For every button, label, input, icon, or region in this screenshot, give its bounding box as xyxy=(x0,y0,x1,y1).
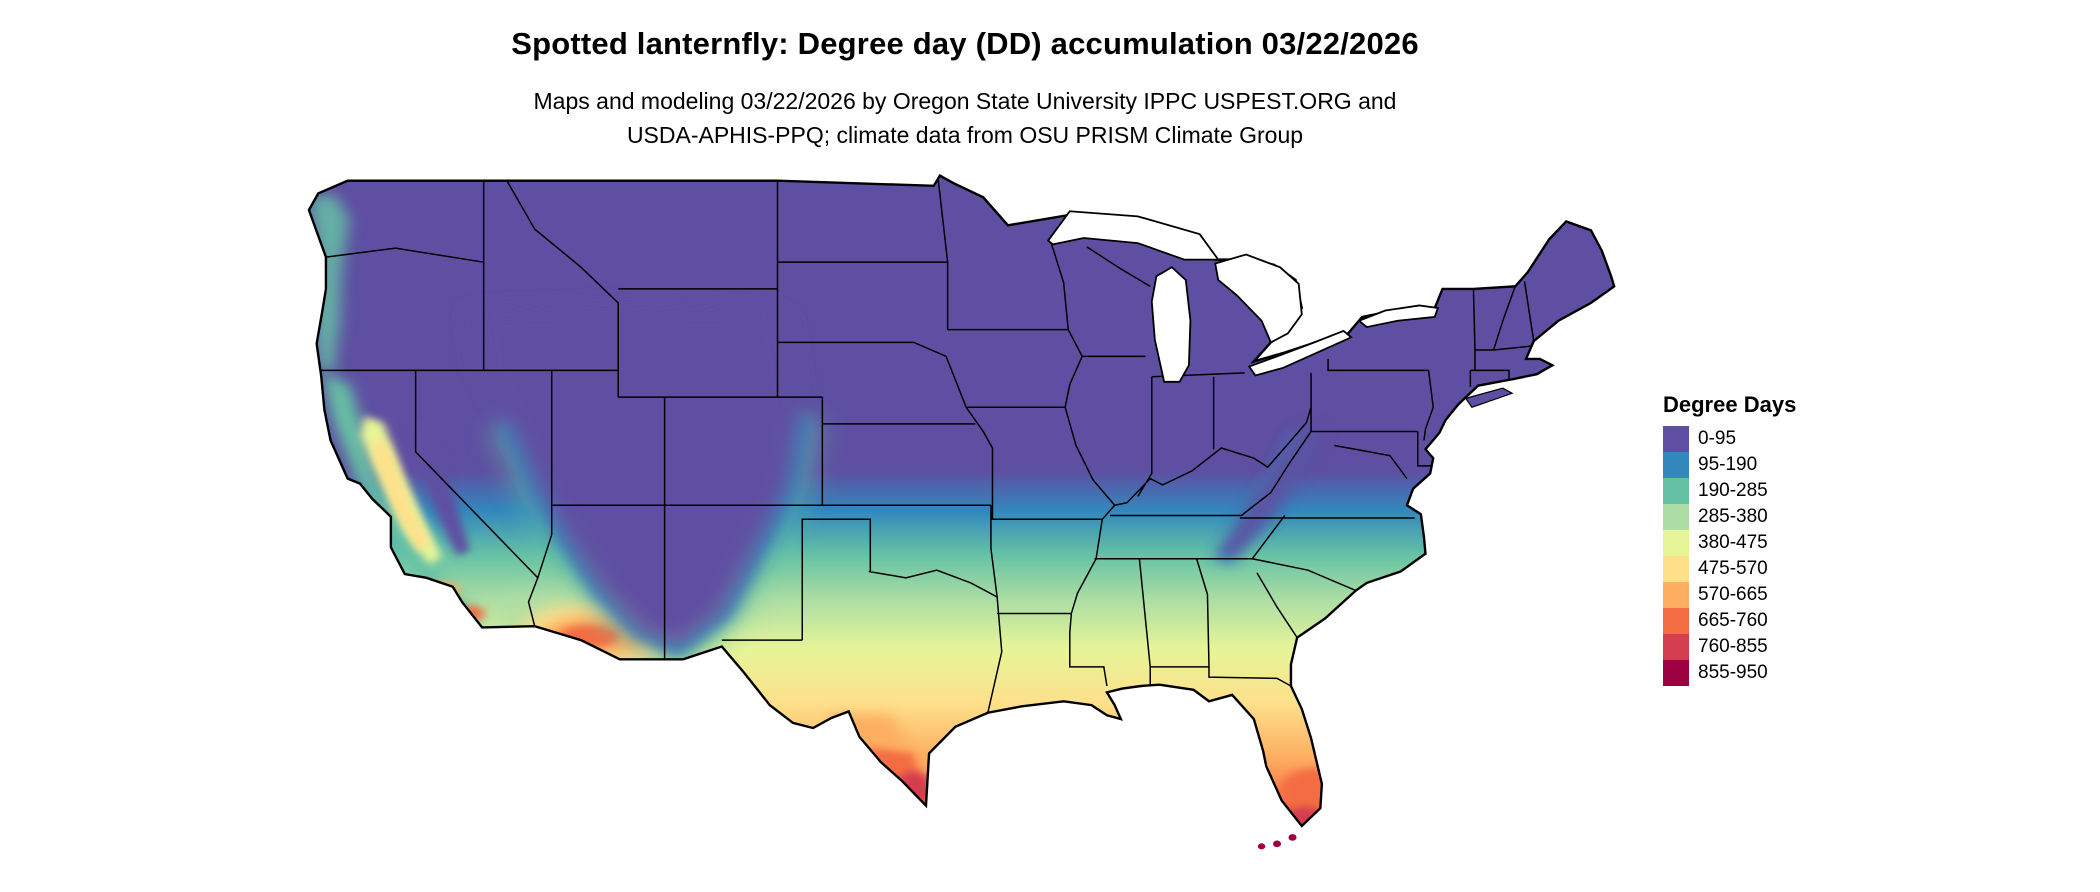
legend-row: 380-475 xyxy=(1663,530,1796,556)
legend-label: 0-95 xyxy=(1698,428,1737,449)
map-subtitle-line1: Maps and modeling 03/22/2026 by Oregon S… xyxy=(533,88,1397,114)
lake-superior xyxy=(1048,211,1218,259)
legend-swatch xyxy=(1663,478,1689,504)
legend-swatch xyxy=(1663,660,1689,686)
legend-row: 475-570 xyxy=(1663,556,1796,582)
legend-label: 285-380 xyxy=(1698,506,1768,527)
map-title: Spotted lanternfly: Degree day (DD) accu… xyxy=(511,26,1419,61)
legend-swatch xyxy=(1663,608,1689,634)
lake-ontario xyxy=(1359,305,1438,327)
legend-label: 665-760 xyxy=(1698,610,1768,631)
florida-keys xyxy=(1257,834,1297,850)
legend-entries: 0-95 95-190 190-285 285-380 380-475 475-… xyxy=(1663,426,1796,686)
us-degree-day-map xyxy=(295,168,1625,868)
legend-row: 570-665 xyxy=(1663,582,1796,608)
legend: Degree Days 0-95 95-190 190-285 285-380 … xyxy=(1663,392,1796,686)
legend-swatch xyxy=(1663,634,1689,660)
legend-label: 570-665 xyxy=(1698,584,1768,605)
lake-huron xyxy=(1215,255,1302,343)
lake-michigan xyxy=(1152,267,1191,382)
legend-swatch xyxy=(1663,452,1689,478)
legend-row: 0-95 xyxy=(1663,426,1796,452)
legend-title: Degree Days xyxy=(1663,392,1797,417)
legend-label: 475-570 xyxy=(1698,558,1768,579)
map-subtitle-line2: USDA-APHIS-PPQ; climate data from OSU PR… xyxy=(626,122,1304,148)
legend-row: 95-190 xyxy=(1663,452,1796,478)
legend-row: 665-760 xyxy=(1663,608,1796,634)
legend-swatch xyxy=(1663,582,1689,608)
state-borders xyxy=(318,181,1534,713)
legend-label: 95-190 xyxy=(1698,454,1758,475)
legend-swatch xyxy=(1663,426,1689,452)
legend-row: 285-380 xyxy=(1663,504,1796,530)
long-island xyxy=(1466,388,1512,407)
legend-row: 855-950 xyxy=(1663,660,1796,686)
great-lakes xyxy=(1048,211,1438,382)
legend-row: 190-285 xyxy=(1663,478,1796,504)
legend-swatch xyxy=(1663,504,1689,530)
legend-swatch xyxy=(1663,530,1689,556)
legend-label: 855-950 xyxy=(1698,662,1768,683)
lake-erie xyxy=(1249,331,1351,376)
legend-swatch xyxy=(1663,556,1689,582)
legend-label: 190-285 xyxy=(1698,480,1768,501)
degree-day-field xyxy=(308,175,1615,826)
map-subtitle: Maps and modeling 03/22/2026 by Oregon S… xyxy=(0,84,1930,152)
legend-label: 760-855 xyxy=(1698,636,1768,657)
legend-label: 380-475 xyxy=(1698,532,1768,553)
legend-row: 760-855 xyxy=(1663,634,1796,660)
